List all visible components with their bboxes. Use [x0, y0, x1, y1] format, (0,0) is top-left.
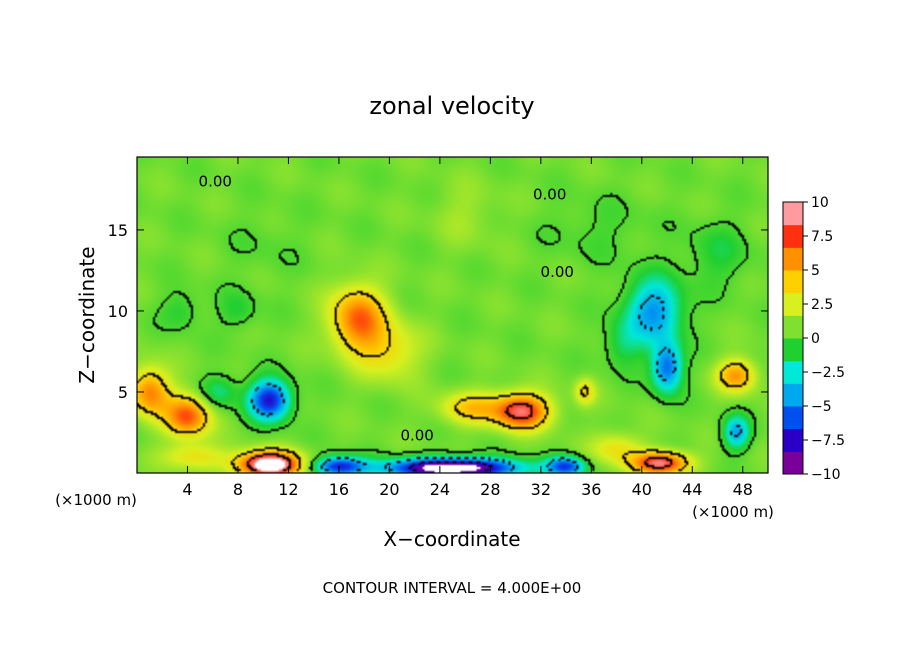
x-tick-label: 20	[379, 480, 399, 499]
colorbar-tick-label: 7.5	[811, 229, 833, 245]
plot-frame	[136, 156, 769, 474]
colorbar-tick-label: −5	[811, 399, 832, 415]
colorbar-swatch	[783, 202, 803, 226]
colorbar-tick-label: 10	[811, 195, 829, 211]
y-tick-label: 5	[118, 383, 128, 402]
x-tick-label: 44	[682, 480, 702, 499]
colorbar-ticks: 10 7.5 5 2.5 0 −2.5 −5 −7.5 −10	[803, 195, 845, 483]
colorbar-tick-label: 0	[811, 331, 820, 347]
contour-label: 0.00	[199, 172, 232, 190]
contour-label: 0.00	[541, 263, 574, 281]
plot-area: 0.000.000.000.00 4 8 12 16 20 24 28 32 36 40 44 48 …	[108, 156, 769, 499]
heatmap-image	[137, 157, 768, 473]
x-tick-label: 8	[233, 480, 243, 499]
colorbar-tick-label: 2.5	[811, 297, 833, 313]
colorbar-swatch	[783, 451, 803, 475]
colorbar-swatch	[783, 247, 803, 271]
y-axis-label: Z−coordinate	[75, 246, 99, 383]
colorbar-tick-label: −7.5	[811, 433, 845, 449]
colorbar-swatch	[783, 360, 803, 384]
contour-label: 0.00	[533, 185, 566, 203]
x-tick-label: 4	[182, 480, 192, 499]
x-tick-label: 32	[531, 480, 551, 499]
y-tick-label: 10	[108, 302, 128, 321]
colorbar-tick-label: −2.5	[811, 365, 845, 381]
x-tick-label: 28	[480, 480, 500, 499]
colorbar-swatch	[783, 406, 803, 430]
y-tick-label: 15	[108, 221, 128, 240]
x-axis-label: X−coordinate	[383, 527, 520, 551]
colorbar-swatch	[783, 338, 803, 362]
colorbar-swatch	[783, 383, 803, 407]
colorbar-swatch	[783, 292, 803, 316]
contour-label: 0.00	[400, 427, 433, 445]
x-tick-label: 36	[581, 480, 601, 499]
colorbar-tick-label: 5	[811, 263, 820, 279]
x-tick-label: 12	[278, 480, 298, 499]
x-tick-label: 40	[632, 480, 652, 499]
x-axis-ticks: 4 8 12 16 20 24 28 32 36 40 44 48	[182, 157, 753, 499]
x-unit-left: (×1000 m)	[55, 491, 137, 509]
colorbar-swatch	[783, 270, 803, 294]
x-tick-label: 16	[329, 480, 349, 499]
colorbar: 10 7.5 5 2.5 0 −2.5 −5 −7.5 −10	[782, 195, 845, 483]
colorbar-swatches	[783, 202, 803, 475]
colorbar-tick-label: −10	[811, 467, 841, 483]
x-tick-label: 48	[733, 480, 753, 499]
colorbar-swatch	[783, 428, 803, 452]
y-axis-ticks: 5 10 15	[108, 221, 768, 402]
contour-interval-note: CONTOUR INTERVAL = 4.000E+00	[323, 579, 582, 597]
x-unit-right: (×1000 m)	[692, 503, 774, 521]
chart-title: zonal velocity	[369, 92, 534, 120]
x-tick-label: 24	[430, 480, 450, 499]
contour-labels: 0.00 0.00 0.00 0.00	[199, 172, 574, 445]
colorbar-swatch	[783, 224, 803, 248]
colorbar-swatch	[783, 315, 803, 339]
